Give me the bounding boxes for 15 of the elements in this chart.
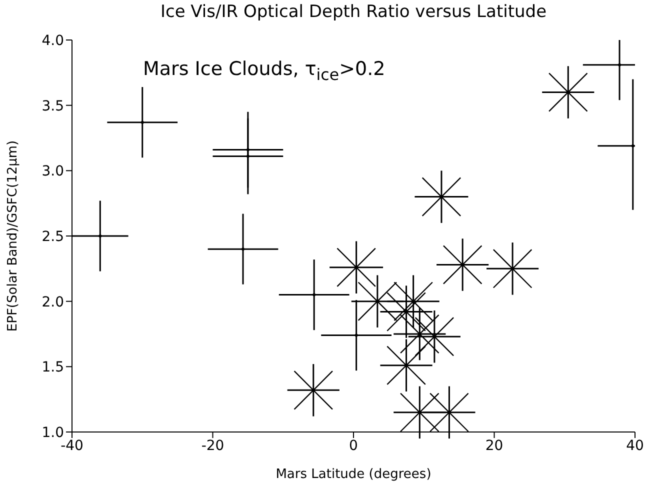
- y-tick-label: 1.5: [42, 360, 64, 376]
- point: [98, 234, 102, 238]
- x-tick-label: 0: [349, 438, 358, 454]
- x-tick-label: -20: [201, 438, 224, 454]
- y-tick-label: 2.0: [42, 294, 64, 310]
- y-tick-label: 4.0: [42, 32, 64, 49]
- y-tick-label: 3.0: [42, 164, 64, 180]
- x-axis-title: Mars Latitude (degrees): [276, 467, 432, 482]
- y-tick-label: 3.5: [42, 98, 64, 114]
- y-axis-title: EPF(Solar Band)/GSFC(12μm): [6, 140, 21, 332]
- x-tick-label: 40: [626, 438, 644, 454]
- chart-title: Ice Vis/IR Optical Depth Ratio versus Latitude: [159, 2, 548, 22]
- y-tick-label: 2.5: [42, 228, 64, 245]
- annotation: Mars Ice Clouds, τ$_{ice}$>0.2: [143, 58, 386, 84]
- x-tick-label: 20: [485, 438, 504, 454]
